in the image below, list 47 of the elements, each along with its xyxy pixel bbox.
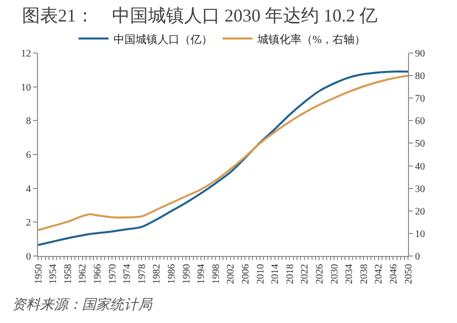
x-tick-label: 1978 [136, 264, 148, 284]
x-tick-label: 2026 [314, 264, 326, 284]
x-tick-label: 2022 [300, 264, 311, 284]
x-tick-label: 2042 [374, 264, 385, 284]
x-tick-label: 1966 [92, 264, 104, 284]
y2-tick-label: 90 [415, 48, 425, 60]
x-tick-label: 2014 [270, 264, 282, 284]
y2-tick-label: 40 [415, 161, 425, 172]
x-tick-label: 1998 [210, 264, 222, 284]
text: 资料来源：国家统计局 [12, 297, 153, 313]
y2-tick-label: 10 [415, 228, 425, 240]
legend-label: 中国城镇人口（亿） [114, 32, 212, 46]
x-tick-label: 1954 [48, 264, 60, 284]
y2-tick-label: 60 [415, 116, 425, 128]
chart-title: 图表21： 中国城镇人口 2030 年达约 10.2 亿 [22, 5, 378, 26]
y2-tick-label: 20 [415, 206, 425, 218]
x-tick-label: 2034 [344, 264, 356, 284]
x-tick-label: 1962 [78, 264, 89, 284]
x-tick-label: 2018 [284, 264, 296, 284]
x-tick-label: 1950 [33, 264, 44, 284]
x-tick-label: 1994 [196, 264, 208, 284]
y-tick-label: 2 [26, 218, 31, 229]
x-tick-label: 2002 [226, 264, 237, 284]
y-tick-label: 6 [26, 150, 31, 161]
y2-tick-label: 70 [415, 94, 425, 105]
x-tick-label: 2050 [403, 264, 414, 284]
y-tick-label: 10 [21, 82, 31, 94]
x-tick-label: 2038 [358, 264, 370, 284]
x-tick-label: 1970 [107, 264, 118, 284]
y2-tick-label: 30 [415, 184, 425, 195]
x-tick-label: 2046 [388, 264, 400, 284]
x-tick-label: 1974 [122, 264, 134, 284]
y2-tick-label: 50 [415, 138, 425, 150]
x-tick-label: 1982 [152, 264, 163, 284]
x-tick-label: 1958 [62, 264, 74, 284]
y-tick-label: 12 [21, 48, 31, 60]
y-tick-label: 4 [26, 184, 31, 195]
y2-tick-label: 80 [415, 71, 425, 82]
y2-tick-label: 0 [415, 252, 420, 262]
y-tick-label: 8 [26, 116, 31, 128]
x-tick-label: 2006 [240, 264, 252, 284]
x-tick-label: 2030 [329, 264, 340, 284]
x-tick-label: 1990 [181, 264, 192, 284]
legend-label: 城镇化率（%，右轴） [256, 32, 366, 46]
y-tick-label: 0 [26, 252, 31, 262]
x-tick-label: 1986 [166, 264, 178, 284]
x-tick-label: 2010 [255, 264, 266, 284]
